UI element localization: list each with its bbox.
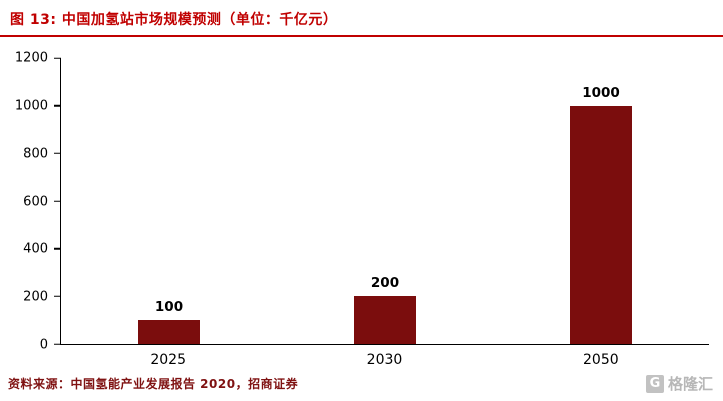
bar-chart: 0 200 400 600 800 1000 1200 100 200 1000 2025 203…: [6, 51, 709, 371]
bar: [570, 105, 632, 344]
bar: [138, 320, 200, 344]
bar-group: 1000: [493, 58, 709, 344]
bar-value-label: 200: [370, 275, 400, 292]
watermark-text: 格隆汇: [667, 375, 713, 393]
y-axis: 0 200 400 600 800 1000 1200: [6, 51, 60, 353]
y-tick-mark: [54, 200, 61, 202]
bar-value-label: 100: [154, 299, 184, 316]
y-tick-mark: [54, 57, 61, 59]
bar-group: 100: [61, 58, 277, 344]
watermark-logo-icon: G: [645, 374, 664, 393]
y-tick-mark: [54, 295, 61, 298]
plot-area: 100 200 1000: [54, 57, 709, 345]
header-divider: [0, 35, 723, 37]
x-axis: 2025 2030 2050: [60, 345, 709, 371]
bars: 100 200 1000: [61, 58, 709, 344]
figure-title: 图 13: 中国加氢站市场规模预测（单位：千亿元）: [10, 12, 338, 28]
y-tick-label: 1200: [14, 50, 48, 66]
bar-value-label: 1000: [582, 84, 620, 101]
figure-header: 图 13: 中国加氢站市场规模预测（单位：千亿元）: [0, 0, 723, 37]
x-tick-label: 2025: [150, 352, 186, 368]
bar-group: 200: [277, 58, 493, 344]
y-tick-label: 400: [23, 241, 48, 257]
y-tick-mark: [54, 343, 61, 345]
y-tick-mark: [54, 152, 61, 155]
y-tick-mark: [54, 104, 61, 107]
x-tick-label: 2030: [366, 352, 403, 368]
bar: [354, 296, 416, 344]
y-tick-label: 600: [23, 194, 48, 209]
x-tick-label: 2050: [583, 352, 619, 368]
y-tick-label: 200: [23, 289, 48, 305]
y-tick-label: 1000: [14, 98, 48, 114]
y-tick-label: 800: [23, 146, 48, 162]
gelonghui-watermark: G 格隆汇: [645, 373, 713, 394]
y-tick-label: 0: [39, 337, 48, 353]
source-note: 资料来源：中国氢能产业发展报告 2020，招商证券: [8, 377, 299, 391]
y-tick-mark: [54, 247, 61, 250]
